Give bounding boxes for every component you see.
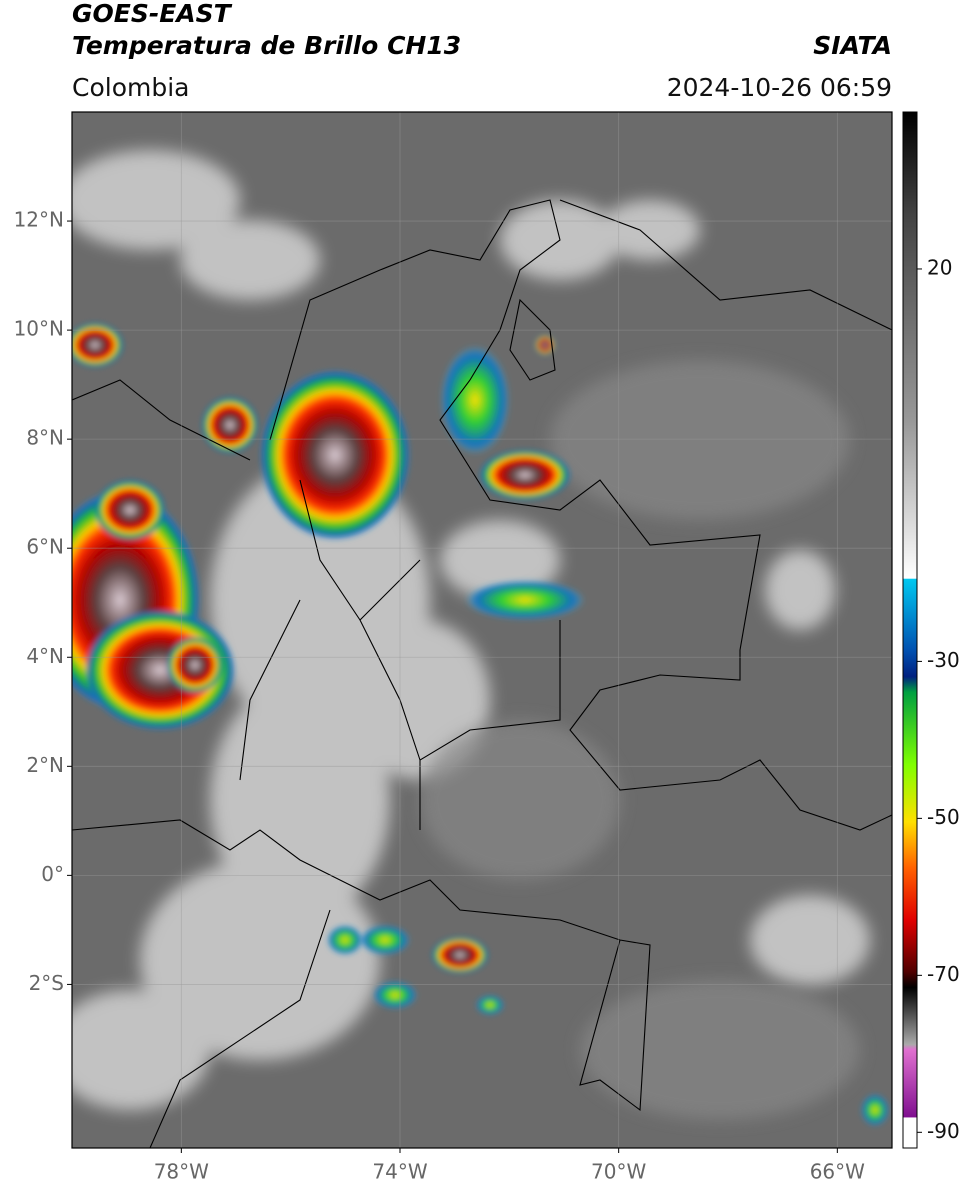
grid [72, 112, 892, 1148]
lon-tick-label: 70°W [591, 1160, 646, 1184]
lon-tick-label: 78°W [154, 1160, 209, 1184]
lat-tick-label: 2°S [29, 971, 64, 995]
colorbar-tick-label: -70 [927, 962, 960, 986]
title: GOES-EAST [72, 0, 233, 28]
colorbar-tick-label: -50 [927, 805, 960, 829]
satellite-image [72, 112, 892, 1148]
map-frame [71, 111, 893, 1149]
colorbar-tick-label: -90 [927, 1119, 960, 1143]
colorbar [902, 111, 918, 1149]
lon-tick-label: 66°W [810, 1160, 865, 1184]
lat-tick-label: 0° [41, 862, 64, 886]
lat-tick-label: 2°N [26, 753, 64, 777]
colorbar-tick-label: 20 [927, 255, 952, 279]
region: Colombia [72, 73, 189, 102]
subtitle: Temperatura de Brillo CH13 [72, 31, 461, 60]
source: SIATA [813, 31, 892, 60]
lon-tick-label: 74°W [372, 1160, 427, 1184]
colorbar-tick-label: -30 [927, 648, 960, 672]
lat-tick-label: 10°N [14, 317, 64, 341]
lat-tick-label: 8°N [26, 426, 64, 450]
lat-tick-label: 12°N [14, 208, 64, 232]
datetime: 2024-10-26 06:59 [667, 73, 892, 102]
lat-tick-label: 6°N [26, 535, 64, 559]
lat-tick-label: 4°N [26, 644, 64, 668]
